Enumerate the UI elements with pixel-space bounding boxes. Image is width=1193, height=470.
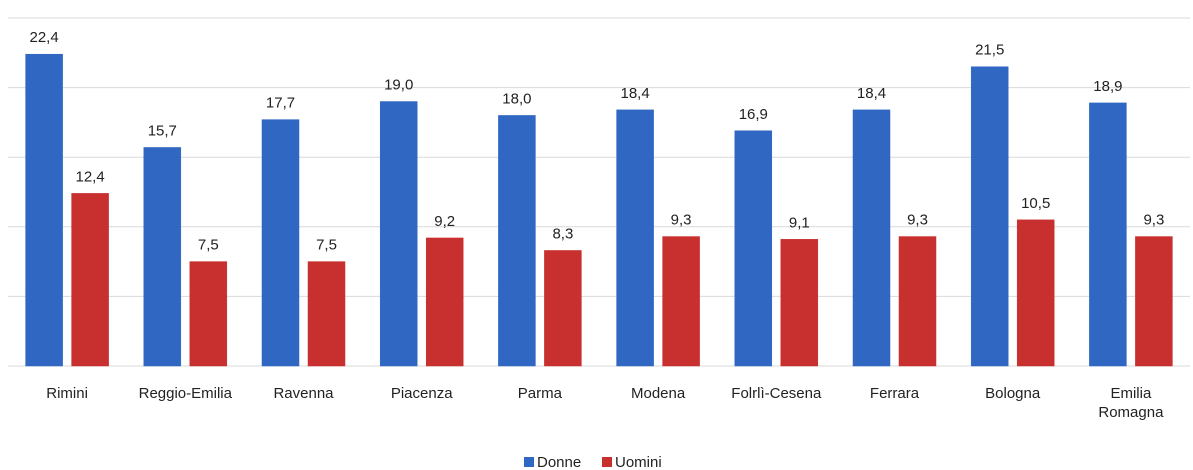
value-label: 22,4	[29, 29, 58, 46]
bar	[544, 250, 582, 367]
value-label: 18,0	[502, 90, 531, 107]
x-tick-label: Bologna	[985, 385, 1041, 402]
value-label: 7,5	[316, 237, 337, 254]
value-label: 9,3	[671, 212, 692, 229]
value-label: 16,9	[739, 106, 768, 123]
bar	[189, 261, 228, 367]
bar	[780, 239, 819, 367]
legend-label: Uomini	[615, 454, 662, 470]
value-label: 10,5	[1021, 195, 1050, 212]
legend-swatch	[602, 457, 612, 467]
x-tick-label: Reggio-Emilia	[139, 385, 233, 402]
value-label: 18,9	[1093, 78, 1122, 95]
value-label: 15,7	[148, 122, 177, 139]
x-tick-label: Parma	[518, 385, 563, 402]
legend-label: Donne	[537, 454, 581, 470]
value-label: 9,3	[1143, 212, 1164, 229]
bar	[143, 147, 182, 367]
value-label: 7,5	[198, 237, 219, 254]
bar	[498, 115, 536, 367]
x-tick-label: Modena	[631, 385, 686, 402]
x-tick-label: Ferrara	[870, 385, 920, 402]
bar	[379, 101, 418, 367]
bar	[71, 193, 109, 367]
value-label: 18,4	[620, 85, 649, 102]
value-label: 9,2	[434, 213, 455, 230]
x-tick-label: Rimini	[46, 385, 88, 402]
bar	[25, 53, 63, 367]
bar	[616, 109, 654, 367]
value-label: 9,1	[789, 214, 810, 231]
x-tick-label: Folrlì-Cesena	[731, 385, 822, 402]
value-label: 12,4	[75, 168, 104, 185]
x-tick-label: Ravenna	[273, 385, 334, 402]
bar	[1135, 236, 1173, 367]
bar	[1089, 102, 1127, 367]
bar	[425, 237, 464, 367]
bar	[898, 236, 937, 367]
bar	[970, 66, 1009, 367]
value-label: 21,5	[975, 42, 1004, 59]
bar	[662, 236, 700, 367]
bar	[1016, 219, 1055, 367]
bar	[852, 109, 891, 367]
x-tick-label: Emilia Romagna	[1098, 385, 1164, 421]
bar	[734, 130, 773, 367]
value-label: 19,0	[384, 77, 413, 94]
bar	[307, 261, 346, 367]
x-tick-label: Piacenza	[391, 385, 453, 402]
bar	[261, 119, 300, 367]
value-label: 17,7	[266, 95, 295, 112]
value-label: 8,3	[552, 225, 573, 242]
value-label: 18,4	[857, 85, 886, 102]
legend-swatch	[524, 457, 534, 467]
value-label: 9,3	[907, 212, 928, 229]
